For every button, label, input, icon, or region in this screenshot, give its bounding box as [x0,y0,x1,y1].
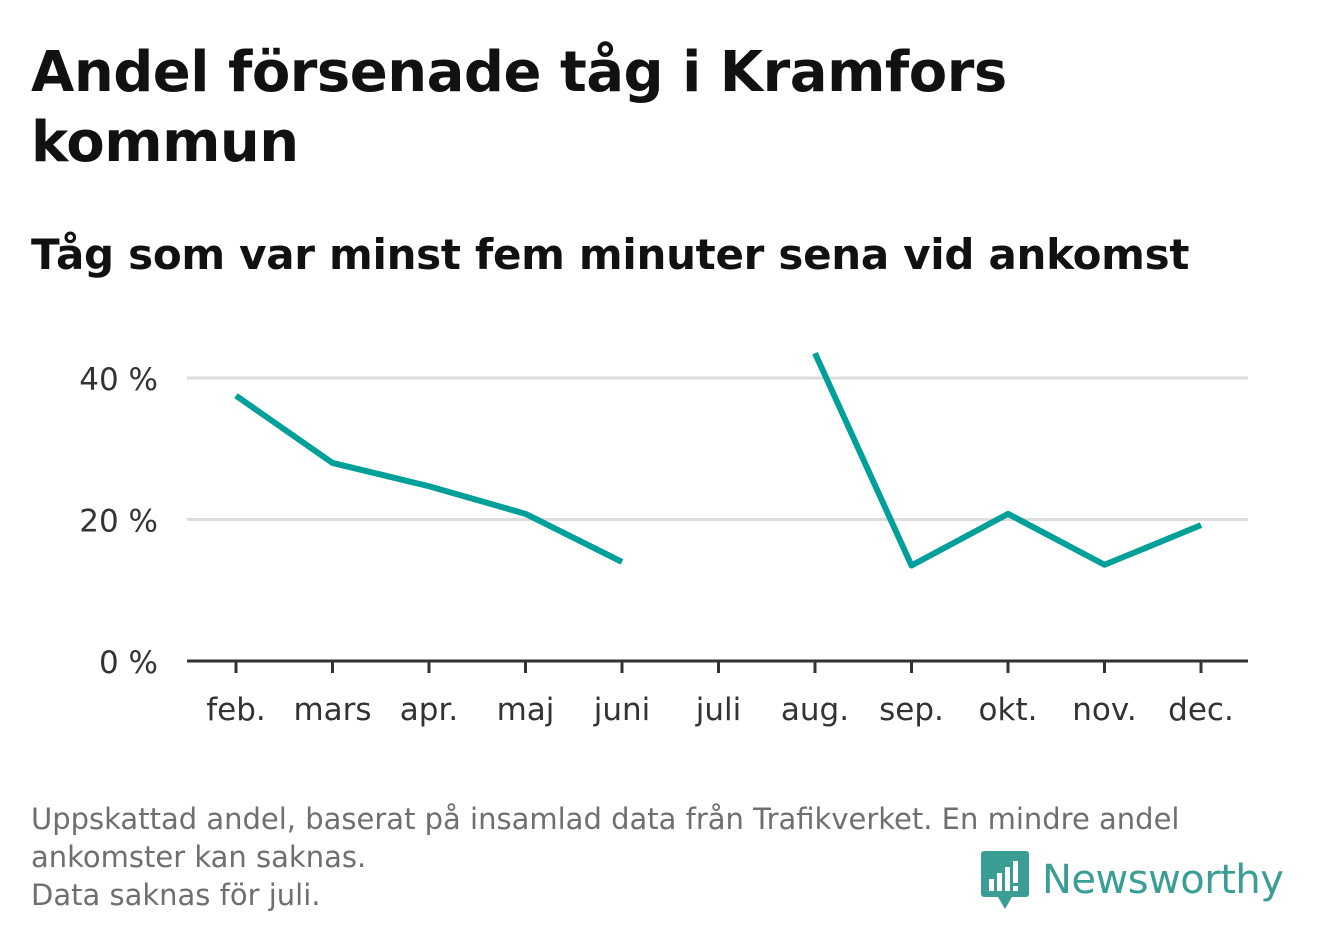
x-tick-label: juli [695,692,742,728]
x-tick-label: okt. [979,692,1038,728]
x-tick-label: feb. [206,692,266,728]
newsworthy-logo-icon [981,851,1029,909]
series-lines [234,351,1203,569]
y-tick-label: 20 % [79,504,158,540]
x-tick-label: dec. [1168,692,1234,728]
chart-subtitle: Tåg som var minst fem minuter sena vid a… [31,230,1190,279]
brand-name: Newsworthy [1042,857,1284,903]
x-tick-label: juni [593,692,651,728]
x-axis [187,659,1248,673]
series-line [234,393,624,565]
y-tick-label: 0 % [99,645,158,681]
newsworthy-logo: Newsworthy [980,848,1284,912]
y-tick-label: 40 % [79,362,158,398]
series-line [812,351,1203,569]
x-tick-label: maj [497,692,555,728]
x-tick-label: mars [293,692,371,728]
line-chart: 0 % 20 % 40 % feb. mars apr. maj juni juli aug. s… [79,351,1248,728]
footnote-line: Data saknas för juli. [31,878,321,912]
x-tick-label: sep. [879,692,944,728]
footnote-line: ankomster kan saknas. [31,840,367,874]
chart-title: Andel försenade tåg i Kramfors kommun [31,40,1007,175]
footnote-line: Uppskattad andel, baserat på insamlad da… [31,802,1180,836]
footnote: Uppskattad andel, baserat på insamlad da… [31,800,1281,914]
y-axis-tick-labels: 0 % 20 % 40 % [79,362,158,681]
x-tick-label: apr. [400,692,458,728]
x-axis-tick-labels: feb. mars apr. maj juni juli aug. sep. okt. nov. d… [206,692,1234,728]
x-tick-label: nov. [1072,692,1136,728]
x-tick-label: aug. [781,692,849,728]
grid-lines [187,376,1248,521]
